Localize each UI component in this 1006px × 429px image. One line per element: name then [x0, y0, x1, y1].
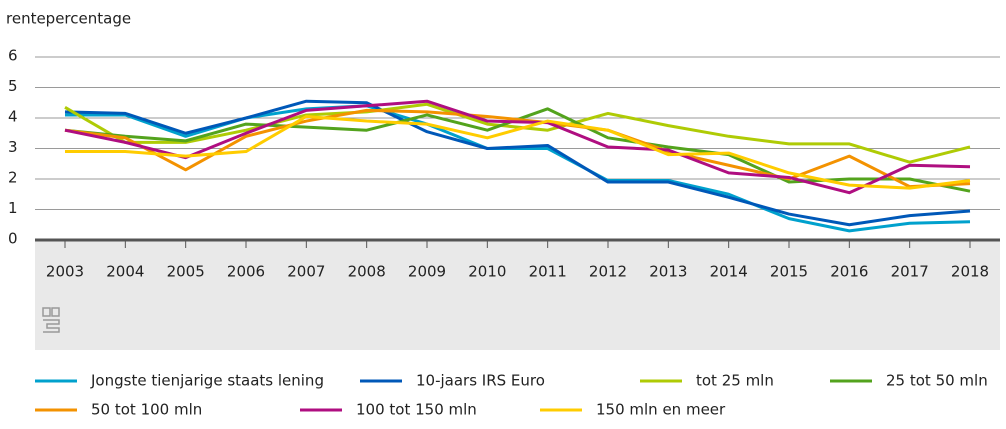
x-tick-label: 2009 — [408, 263, 446, 281]
y-tick-label: 0 — [8, 230, 18, 248]
x-tick-label: 2006 — [227, 263, 265, 281]
legend-label: Jongste tienjarige staats lening — [90, 372, 324, 390]
logo — [42, 307, 60, 333]
x-tick-label: 2004 — [106, 263, 144, 281]
y-tick-label: 1 — [8, 199, 18, 217]
y-tick-label: 4 — [8, 108, 18, 126]
series-line — [65, 114, 971, 190]
legend-label: tot 25 mln — [696, 372, 774, 390]
x-tick-label: 2008 — [348, 263, 386, 281]
legend-label: 100 tot 150 mln — [356, 401, 477, 419]
series-line — [64, 99, 971, 195]
x-tick-label: 2016 — [830, 263, 868, 281]
y-tick-label: 5 — [8, 77, 18, 95]
legend-label: 150 mln en meer — [596, 401, 726, 419]
x-tick-label: 2014 — [710, 263, 748, 281]
y-tick-label: 6 — [8, 47, 18, 65]
y-tick-label: 2 — [8, 169, 18, 187]
y-tick-label: 3 — [8, 138, 18, 156]
series-line — [65, 104, 971, 233]
x-tick-label: 2011 — [529, 263, 567, 281]
legend-label: 10-jaars IRS Euro — [416, 372, 545, 390]
x-tick-label: 2012 — [589, 263, 627, 281]
x-tick-label: 2015 — [770, 263, 808, 281]
x-tick-label: 2003 — [46, 263, 84, 281]
series-line — [64, 99, 971, 227]
x-tick-label: 2018 — [951, 263, 989, 281]
axis-panel — [35, 240, 1000, 350]
legend-label: 50 tot 100 mln — [91, 401, 202, 419]
y-axis-label: rentepercentage — [6, 10, 131, 28]
x-tick-label: 2017 — [891, 263, 929, 281]
legend-label: 25 tot 50 mln — [886, 372, 988, 390]
x-tick-label: 2005 — [167, 263, 205, 281]
series-line — [64, 102, 971, 164]
x-tick-label: 2007 — [287, 263, 325, 281]
x-tick-label: 2013 — [649, 263, 687, 281]
x-tick-label: 2010 — [468, 263, 506, 281]
